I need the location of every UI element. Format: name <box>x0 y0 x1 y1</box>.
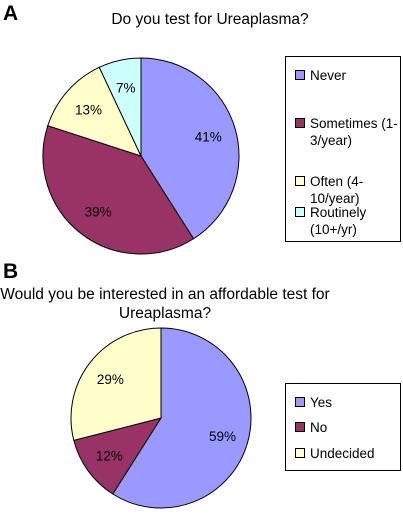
legend-label: Undecided <box>310 446 375 461</box>
pie-slice-1 <box>112 327 252 509</box>
pie-slice-3 <box>47 66 142 157</box>
pie-data-label-4: 7% <box>116 81 136 96</box>
pie-slice-2 <box>73 417 163 495</box>
pie-slice-4 <box>98 57 142 157</box>
pie-slice-1 <box>140 57 240 240</box>
legend-label: No <box>310 420 328 435</box>
pie-data-label-3: 29% <box>97 372 124 387</box>
legend-label: Yes <box>310 395 333 410</box>
legend-swatch <box>295 176 305 186</box>
pie-data-label-2: 39% <box>85 204 112 219</box>
legend-swatch <box>295 70 305 80</box>
chart-b-title: Would you be interested in an affordable… <box>0 286 330 322</box>
chart-b-legend: Yes No Undecided <box>285 383 401 471</box>
legend-label: Routinely (10+/yr) <box>310 205 367 237</box>
legend-label: Never <box>310 68 347 83</box>
chart-a-legend: Never Sometimes (1-3/year) Often (4-10/yea… <box>285 56 401 242</box>
legend-swatch <box>295 448 305 458</box>
legend-swatch <box>295 422 305 432</box>
chart-a-title: Do you test for Ureaplasma? <box>111 11 309 28</box>
panel-a-letter: A <box>3 2 19 25</box>
pie-data-label-2: 12% <box>96 449 123 464</box>
pie-data-label-1: 59% <box>209 429 236 444</box>
legend-label: Often (4-10/year) <box>310 174 364 206</box>
pie-slice-2 <box>42 125 195 255</box>
legend-swatch <box>295 118 305 128</box>
pie-data-label-3: 13% <box>75 103 102 118</box>
panel-b-letter: B <box>3 260 19 283</box>
chart-a-pie: 41% 39% 13% 7% <box>42 57 240 255</box>
legend-swatch <box>295 207 305 217</box>
pie-slice-3 <box>70 327 162 441</box>
legend-label: Sometimes (1-3/year) <box>310 116 398 148</box>
legend-swatch <box>295 397 305 407</box>
pie-data-label-1: 41% <box>195 129 222 144</box>
